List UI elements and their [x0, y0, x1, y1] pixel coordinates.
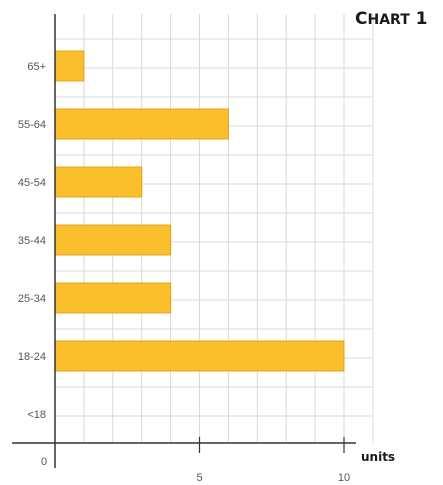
- y-tick-label: 18-24: [18, 351, 46, 363]
- bar-18-24: [54, 340, 345, 372]
- chart-bars: [54, 50, 345, 372]
- y-tick-label: 35-44: [18, 235, 46, 247]
- chart-title: CHART 1: [355, 9, 428, 29]
- x-tick-label: 10: [338, 472, 350, 484]
- y-tick-label: <18: [27, 409, 46, 421]
- y-tick-label: 45-54: [18, 177, 46, 189]
- bar-35-44: [54, 224, 172, 256]
- chart-title-initial: C: [355, 9, 367, 29]
- x-tick-label: 5: [196, 472, 202, 484]
- bar-45-54: [54, 166, 143, 198]
- chart-title-rest: HART: [367, 12, 410, 28]
- chart-labels: <18 18-24 25-34 35-44 45-54 55-64 65+ 0 5 10: [18, 61, 350, 484]
- bar-25-34: [54, 282, 172, 314]
- bar-65+: [54, 50, 85, 82]
- x-axis-unit-label: units: [361, 450, 395, 464]
- bar-55-64: [54, 108, 229, 140]
- y-tick-label: 25-34: [18, 293, 46, 305]
- y-tick-label: 55-64: [18, 119, 46, 131]
- x-tick-label: 0: [41, 456, 47, 468]
- y-tick-label: 65+: [27, 61, 46, 73]
- chart-axes: [12, 14, 356, 468]
- chart-title-number: 1: [410, 9, 428, 29]
